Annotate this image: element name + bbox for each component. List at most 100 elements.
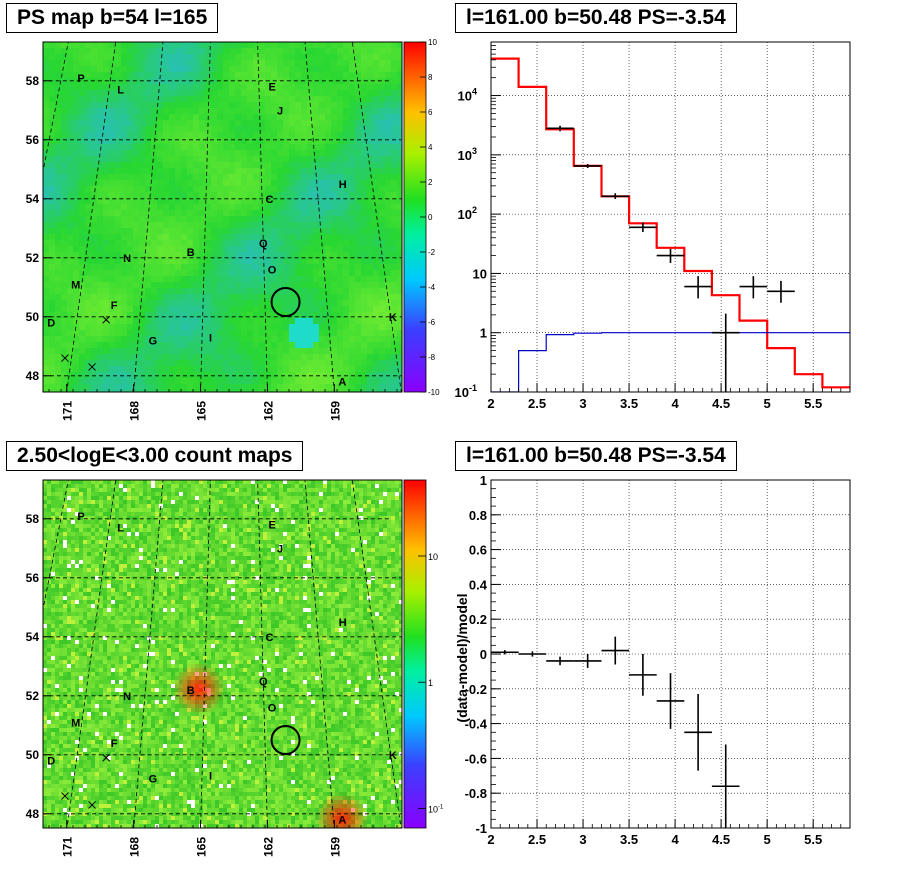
source-label-f: F <box>111 738 118 750</box>
data-point <box>629 222 657 232</box>
y-tick-label: -0.2 <box>465 682 487 697</box>
ps-map-colorbar-ticks: 10 8 6 4 2 0 -2 -4 -6 -8 -10 <box>420 38 440 397</box>
colorbar-tick-label: 8 <box>428 73 433 82</box>
residual-points <box>491 636 740 828</box>
x-tick-label: 168 <box>128 401 142 421</box>
x-tick-label: 2.5 <box>528 396 546 411</box>
source-cross-marker <box>88 801 96 809</box>
selected-position-circle <box>270 287 301 318</box>
ps-map-source-labels: P L EJ H C B Q O N M F D G I K A <box>47 73 397 389</box>
x-tick-label: 5 <box>764 396 771 411</box>
x-tick-label: 3 <box>579 396 586 411</box>
source-label-e: E <box>269 82 276 94</box>
y-tick-label: 48 <box>26 807 40 821</box>
colorbar-tick-label: 10 <box>428 38 437 47</box>
y-tick-label: 102 <box>458 205 477 222</box>
x-tick-label: 5.5 <box>804 396 822 411</box>
count-map-frame <box>42 479 403 829</box>
x-tick-label: 162 <box>261 401 275 421</box>
count-map-heatmap <box>43 480 402 828</box>
source-label-q: Q <box>259 676 268 688</box>
y-tick-label: 58 <box>26 74 40 88</box>
y-tick-label: 0.6 <box>469 543 487 558</box>
residual-point <box>601 636 630 665</box>
x-tick-label: 171 <box>61 401 75 421</box>
residual-point <box>711 744 740 828</box>
source-label-a: A <box>338 815 346 827</box>
x-tick-label: 2.5 <box>528 832 546 847</box>
x-tick-label: 165 <box>195 837 209 857</box>
spectrum-axis-ticks: 2 2.5 3 3.5 4 4.5 5 5.5 10-1 1 10 102 103 104 <box>455 41 851 411</box>
y-tick-label: -0.4 <box>465 717 488 732</box>
source-label-h: H <box>339 617 347 629</box>
y-tick-label: 10 <box>473 266 487 281</box>
residual-point <box>684 694 712 771</box>
source-label-c: C <box>266 194 274 206</box>
source-label-m: M <box>71 717 80 729</box>
source-label-b: B <box>187 247 195 259</box>
y-tick-label: 54 <box>26 192 40 206</box>
source-label-m: M <box>71 279 80 291</box>
y-tick-label: 104 <box>458 87 477 104</box>
residual-y-axis-label: (data-model)/model <box>454 593 470 722</box>
y-tick-label: 48 <box>26 369 40 383</box>
count-map-coordinate-grid <box>43 480 402 828</box>
residual-point <box>656 673 685 729</box>
source-label-l: L <box>117 523 124 535</box>
y-tick-label: 1 <box>480 326 487 341</box>
y-tick-label: 50 <box>26 748 40 762</box>
source-label-n: N <box>123 691 131 703</box>
source-label-p: P <box>77 511 84 523</box>
source-label-c: C <box>266 632 274 644</box>
residual-point <box>491 650 519 655</box>
source-label-l: L <box>117 85 124 97</box>
residual-point <box>573 654 602 668</box>
residual-title: l=161.00 b=50.48 PS=-3.54 <box>455 441 737 471</box>
source-label-q: Q <box>259 238 268 250</box>
data-point <box>739 276 768 299</box>
source-label-d: D <box>47 756 55 768</box>
y-tick-label: 58 <box>26 512 40 526</box>
x-tick-label: 159 <box>328 401 342 421</box>
colorbar-tick-label: 4 <box>428 143 433 152</box>
x-tick-label: 3.5 <box>620 832 638 847</box>
colorbar-tick-label: -4 <box>428 283 436 292</box>
source-label-j: J <box>277 543 283 555</box>
source-label-g: G <box>149 773 158 785</box>
data-point <box>546 125 574 132</box>
source-cross-marker <box>88 363 96 371</box>
source-label-o: O <box>268 703 277 715</box>
count-map-axis-ticks: 171 168 165 162 159 48 50 52 54 56 58 <box>26 512 398 857</box>
colorbar-tick-label: 2 <box>428 178 433 187</box>
y-tick-label: -0.8 <box>465 786 487 801</box>
source-label-n: N <box>123 253 131 265</box>
y-tick-label: -1 <box>475 821 487 836</box>
data-point <box>601 193 630 199</box>
x-tick-label: 2 <box>487 832 494 847</box>
ps-map-axis-ticks: 171 168 165 162 159 48 50 52 54 56 58 <box>26 74 398 421</box>
data-point <box>711 313 740 392</box>
selected-position-circle <box>270 725 301 756</box>
x-tick-label: 159 <box>328 837 342 857</box>
count-map-title: 2.50<logE<3.00 count maps <box>6 441 304 471</box>
colorbar-tick-label: -2 <box>428 248 436 257</box>
x-tick-label: 2 <box>487 396 494 411</box>
x-tick-label: 4 <box>671 396 679 411</box>
spectrum-panel: 2 2.5 3 3.5 4 4.5 5 5.5 10-1 1 10 102 103 104 <box>455 41 851 411</box>
x-tick-label: 5 <box>764 832 771 847</box>
y-tick-label: 0.4 <box>469 577 488 592</box>
data-point <box>656 248 685 263</box>
colorbar-tick-label: 0 <box>428 213 433 222</box>
source-cross-marker <box>61 354 69 362</box>
count-map-colorbar-ticks: 10 1 10-1 <box>418 552 444 814</box>
source-label-g: G <box>149 335 158 347</box>
y-tick-label: 52 <box>26 251 40 265</box>
spectrum-plot-area <box>491 42 850 392</box>
source-label-e: E <box>269 520 276 532</box>
background-histogram-line <box>491 332 850 392</box>
x-tick-label: 3.5 <box>620 396 638 411</box>
y-tick-label: 1 <box>480 473 487 488</box>
colorbar-tick-label: -8 <box>428 353 436 362</box>
